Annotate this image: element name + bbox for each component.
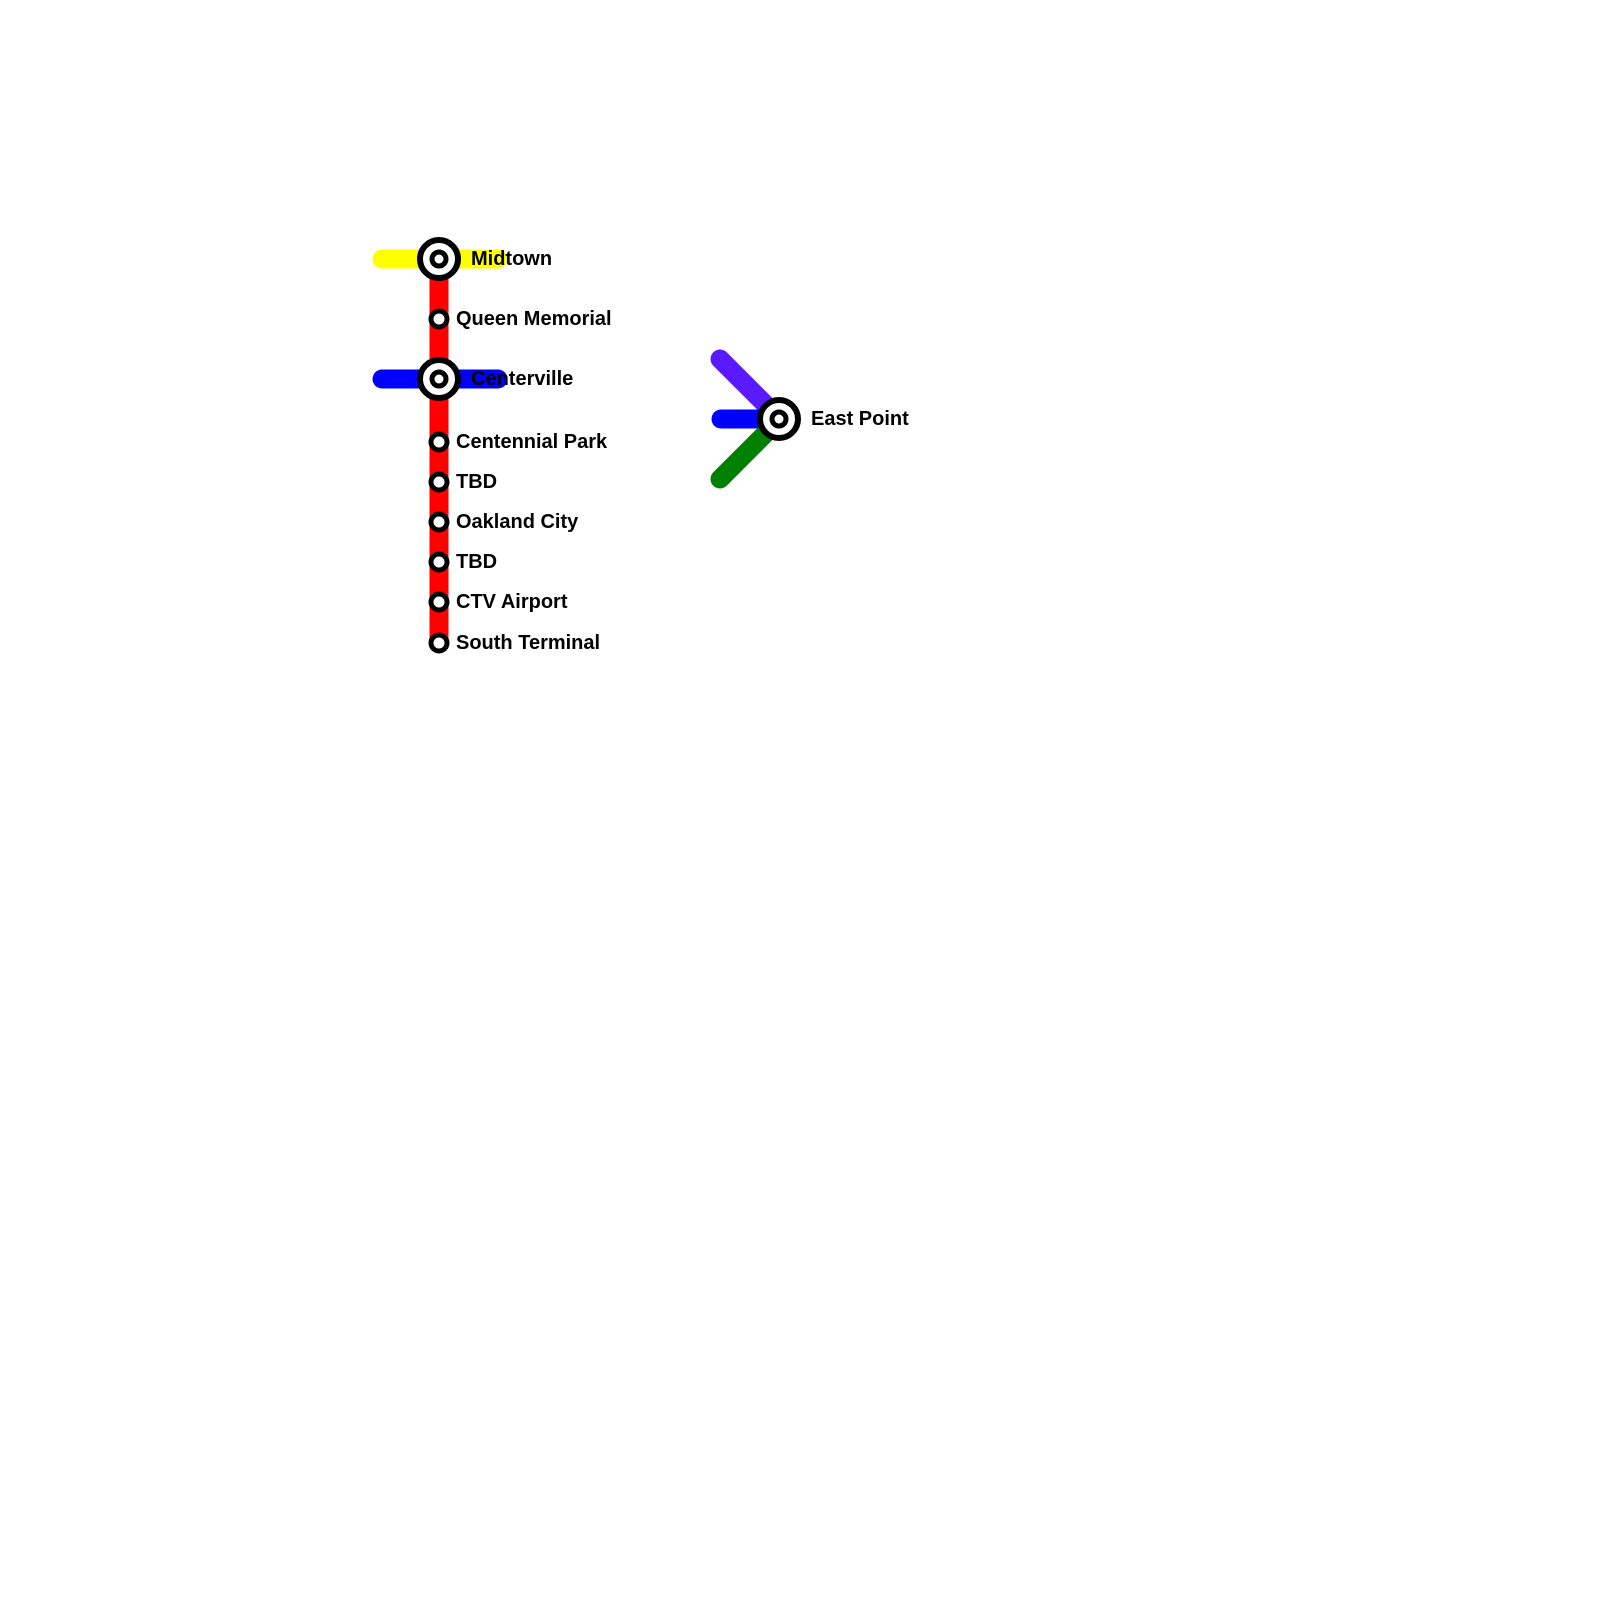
station-marker-icon — [428, 632, 450, 654]
station-south-terminal[interactable]: South Terminal — [428, 632, 600, 654]
station-tbd[interactable]: TBD — [428, 551, 497, 573]
station-label: TBD — [456, 551, 497, 573]
stations: Midtown Queen Memorial Centerville Centenni… — [417, 237, 909, 654]
station-ctv-airport[interactable]: CTV Airport — [428, 591, 568, 613]
interchange-inner-ring-icon — [429, 249, 449, 269]
station-centennial-park[interactable]: Centennial Park — [428, 431, 608, 453]
station-marker-icon — [428, 308, 450, 330]
station-marker-icon — [428, 431, 450, 453]
station-label: Centerville — [471, 368, 573, 390]
station-marker-icon — [428, 551, 450, 573]
station-tbd[interactable]: TBD — [428, 471, 497, 493]
interchange-inner-ring-icon — [429, 369, 449, 389]
station-queen-memorial[interactable]: Queen Memorial — [428, 308, 612, 330]
interchange-inner-ring-icon — [769, 409, 789, 429]
station-centerville[interactable]: Centerville — [417, 357, 573, 401]
station-label: Centennial Park — [456, 431, 608, 453]
purple-line — [710, 349, 782, 421]
station-label: Queen Memorial — [456, 308, 612, 330]
station-oakland-city[interactable]: Oakland City — [428, 511, 579, 533]
station-marker-icon — [428, 511, 450, 533]
station-label: TBD — [456, 471, 497, 493]
station-marker-icon — [428, 471, 450, 493]
green-line — [710, 417, 782, 489]
station-label: CTV Airport — [456, 591, 568, 613]
station-label: Oakland City — [456, 511, 579, 533]
station-label: East Point — [811, 408, 909, 430]
station-marker-icon — [428, 591, 450, 613]
station-east-point[interactable]: East Point — [757, 397, 909, 441]
station-label: Midtown — [471, 248, 552, 270]
station-label: South Terminal — [456, 632, 600, 654]
station-midtown[interactable]: Midtown — [417, 237, 552, 281]
